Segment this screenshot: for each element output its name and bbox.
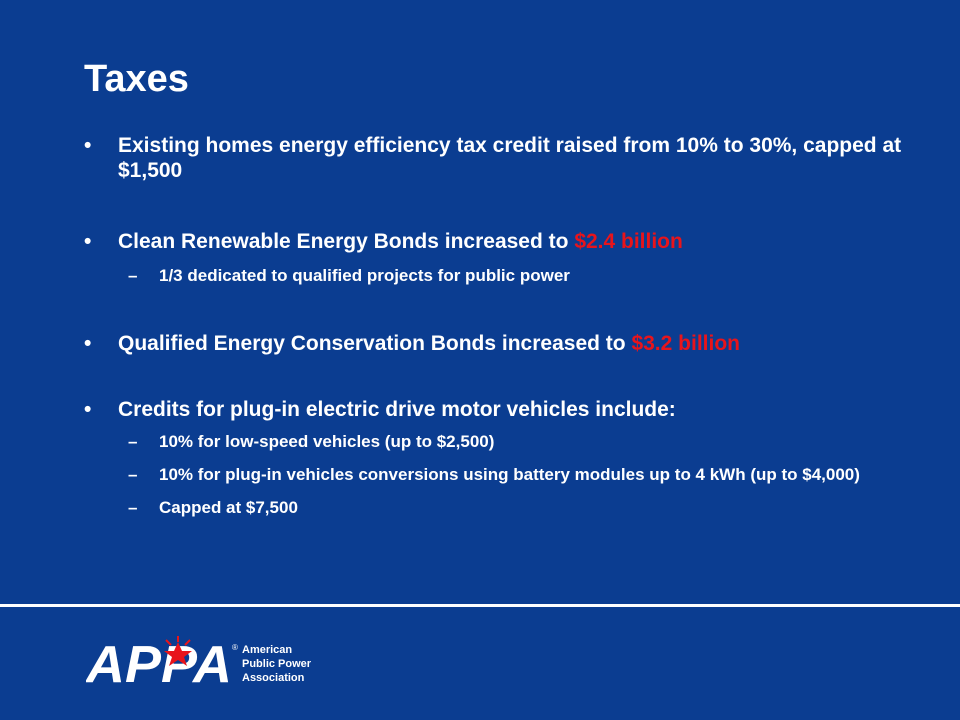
bullet-item: • Credits for plug-in electric drive mot… bbox=[84, 397, 924, 422]
sub-dash: – bbox=[128, 498, 138, 517]
sub-item: – 10% for low-speed vehicles (up to $2,5… bbox=[84, 431, 924, 452]
bullet-text: Qualified Energy Conservation Bonds incr… bbox=[118, 332, 632, 355]
bullet-text: Existing homes energy efficiency tax cre… bbox=[118, 134, 902, 182]
bullet-highlight: $3.2 billion bbox=[631, 332, 740, 355]
logo-line-3: Association bbox=[242, 672, 305, 684]
footer-divider bbox=[0, 604, 960, 607]
sub-text: 1/3 dedicated to qualified projects for … bbox=[159, 266, 570, 285]
sub-dash: – bbox=[128, 465, 138, 484]
bullet-dot: • bbox=[84, 134, 92, 157]
bullet-highlight: $2.4 billion bbox=[574, 230, 683, 253]
bullet-dot: • bbox=[84, 230, 92, 253]
logo-mark: APPA bbox=[86, 636, 232, 690]
sub-text: 10% for low-speed vehicles (up to $2,500… bbox=[159, 432, 495, 451]
bullet-item: • Qualified Energy Conservation Bonds in… bbox=[84, 331, 924, 356]
bullet-dot: • bbox=[84, 332, 92, 355]
logo-registered: ® bbox=[232, 643, 238, 652]
logo-wordmark: American Public Power Association bbox=[242, 643, 311, 685]
slide-title: Taxes bbox=[84, 58, 189, 100]
bullet-list: • Existing homes energy efficiency tax c… bbox=[84, 133, 924, 518]
logo-line-1: American bbox=[242, 644, 293, 656]
logo-star-icon bbox=[164, 636, 192, 666]
bullet-item: • Existing homes energy efficiency tax c… bbox=[84, 133, 924, 183]
appa-logo-icon: APPA ® bbox=[86, 636, 238, 690]
bullet-text: Credits for plug-in electric drive motor… bbox=[118, 398, 676, 421]
sub-item: – 10% for plug-in vehicles conversions u… bbox=[84, 464, 924, 485]
sub-dash: – bbox=[128, 432, 138, 451]
sub-item: – 1/3 dedicated to qualified projects fo… bbox=[84, 265, 924, 286]
bullet-text: Clean Renewable Energy Bonds increased t… bbox=[118, 230, 575, 253]
bullet-item: • Clean Renewable Energy Bonds increased… bbox=[84, 229, 924, 254]
sub-dash: – bbox=[128, 266, 138, 285]
sub-text: 10% for plug-in vehicles conversions usi… bbox=[159, 465, 860, 484]
bullet-dot: • bbox=[84, 398, 92, 421]
logo-line-2: Public Power bbox=[242, 658, 312, 670]
sub-item: – Capped at $7,500 bbox=[84, 497, 924, 518]
sub-text: Capped at $7,500 bbox=[159, 498, 298, 517]
